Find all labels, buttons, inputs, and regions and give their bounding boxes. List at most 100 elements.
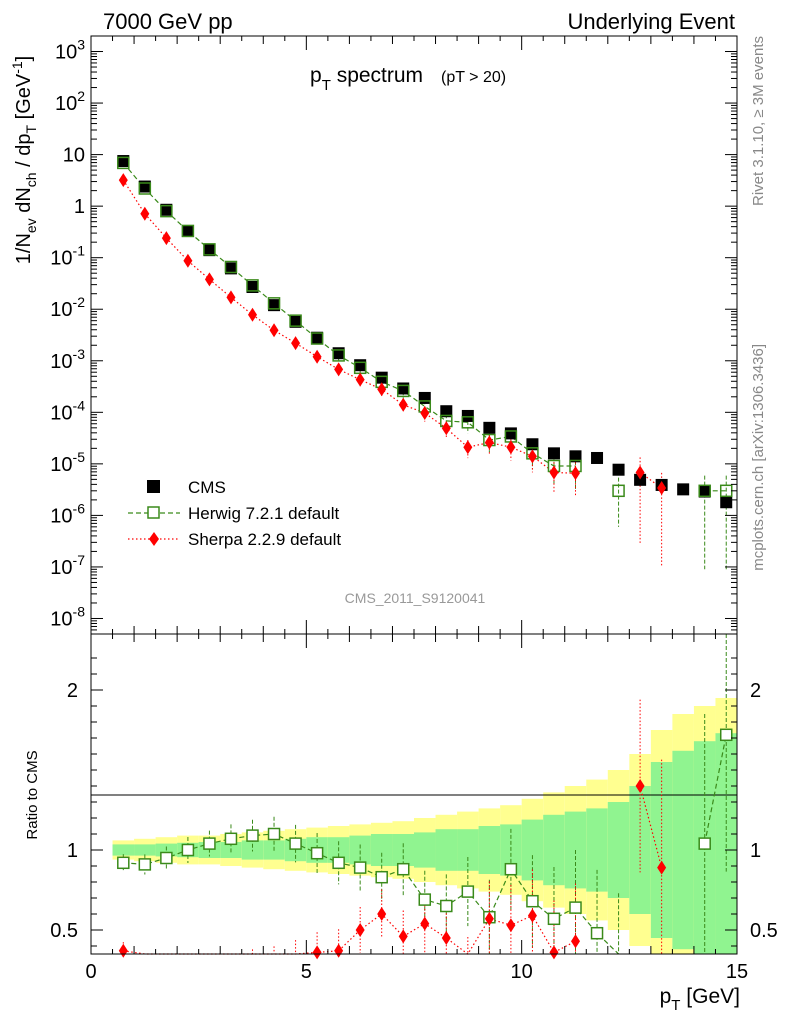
cms-point: [375, 371, 388, 384]
herwig-ratio-point: [375, 870, 388, 884]
legend: CMS Herwig 7.2.1 default Sherpa 2.2.9 de…: [128, 478, 341, 549]
sherpa-ratio-point: [549, 945, 559, 960]
sherpa-ratio-point: [398, 929, 408, 944]
herwig-ratio-line: [123, 833, 619, 955]
cms-point: [224, 262, 237, 275]
main-y-tick-label: 10-8: [50, 603, 85, 630]
main-y-tick-label: 10-4: [50, 397, 85, 424]
main-y-tick-label: 10-2: [50, 294, 85, 321]
ratio-y-tick-label-right: 2: [750, 680, 761, 702]
ratio-y-tick-label-left: 2: [67, 680, 78, 702]
sherpa-ratio-point: [635, 779, 645, 793]
sherpa-point: [312, 349, 322, 364]
sherpa-point: [226, 290, 236, 305]
ratio-ticks: [90, 634, 738, 954]
ratio-inner-band: [650, 762, 673, 938]
ratio-inner-band: [112, 844, 135, 856]
cms-point: [354, 359, 367, 372]
ratio-y-tick-label-left: 0.5: [50, 920, 78, 942]
cms-point: [504, 427, 517, 440]
ratio-y-axis-label: Ratio to CMS: [24, 750, 41, 839]
ratio-inner-band: [629, 786, 651, 914]
herwig-ratio-point: [396, 862, 410, 876]
cms-point: [246, 280, 259, 293]
x-axis-label: pT [GeV]: [660, 985, 740, 1014]
sherpa-ratio-point: [334, 943, 344, 958]
herwig-ratio-point: [569, 901, 582, 914]
cms-point: [332, 347, 345, 360]
ratio-y-tick-label-right: 0.5: [750, 920, 778, 942]
herwig-point: [181, 224, 195, 238]
herwig-ratio-point: [289, 837, 302, 850]
sherpa-point: [118, 173, 128, 188]
ratio-panel: 0.5 0.5 1 1 2 2 0 5 10 15 Ratio to CMS: [24, 633, 778, 983]
sherpa-point: [204, 272, 214, 287]
herwig-ratio-point: [504, 862, 518, 876]
ratio-inner-band: [414, 832, 436, 868]
sherpa-point: [484, 435, 494, 450]
main-y-tick-label: 103: [55, 37, 85, 64]
x-tick-label: 15: [726, 961, 748, 983]
cms-point: [612, 463, 625, 476]
cms-point: [677, 483, 690, 496]
herwig-point: [310, 332, 324, 345]
cms-point: [569, 450, 582, 463]
x-tick-label: 10: [511, 961, 533, 983]
herwig-point: [117, 156, 130, 170]
sherpa-point: [248, 307, 257, 322]
sherpa-point: [506, 440, 516, 455]
herwig-ratio-point: [418, 893, 432, 906]
herwig-point: [332, 349, 345, 362]
cms-point: [698, 485, 711, 498]
main-y-axis-label: 1/Nev dNch / dpT [GeV-1]: [9, 56, 39, 264]
ratio-inner-band: [715, 733, 737, 954]
main-panel: 10-8 10-7 10-6 10-5 10-4 10-3 10-2 10-1 1 10 102 10…: [9, 35, 738, 635]
cms-point: [289, 315, 302, 328]
cms-point: [547, 447, 560, 460]
ratio-inner-band: [478, 826, 501, 874]
main-y-tick-label: 10-3: [50, 346, 85, 373]
cms-point: [634, 473, 647, 486]
main-y-tick-label: 102: [55, 88, 85, 115]
sherpa-point: [463, 440, 473, 455]
main-y-tick-label: 10-1: [50, 243, 85, 270]
herwig-point: [612, 484, 625, 498]
herwig-point: [461, 416, 475, 429]
sherpa-point: [549, 465, 559, 480]
main-y-tick-labels: 10-8 10-7 10-6 10-5 10-4 10-3 10-2 10-1 1 10 102 10…: [50, 37, 85, 631]
ratio-y-tick-label-right: 1: [750, 840, 761, 862]
herwig-ratio-point: [461, 885, 475, 898]
sherpa-point: [441, 421, 451, 436]
cms-point: [160, 203, 173, 216]
plot-title-cut: (pT > 20): [441, 69, 506, 86]
sherpa-point: [571, 466, 580, 481]
rivet-version-label: Rivet 3.1.10, ≥ 3M events: [750, 36, 767, 206]
header-right-title: Underlying Event: [567, 9, 735, 34]
sherpa-point: [657, 481, 667, 496]
herwig-ratio-point: [332, 856, 345, 870]
sherpa-point: [398, 397, 408, 412]
sherpa-point: [334, 362, 344, 377]
herwig-ratio-point: [353, 861, 367, 874]
sherpa-ratio-point: [312, 945, 322, 960]
herwig-ratio-line: [704, 734, 727, 844]
herwig-ratio-point: [117, 856, 130, 870]
ratio-inner-band: [457, 829, 479, 871]
herwig-ratio-point: [719, 728, 733, 742]
cms-point: [720, 496, 733, 509]
ratio-inner-band: [607, 802, 630, 898]
sherpa-ratio-point: [355, 923, 365, 937]
ratio-inner-band: [370, 834, 393, 866]
sherpa-point: [140, 206, 150, 221]
herwig-ratio-point: [440, 899, 453, 913]
ratio-series-layer: [117, 634, 733, 960]
herwig-point: [203, 243, 216, 256]
sherpa-ratio-point: [441, 931, 451, 945]
sherpa-point: [377, 382, 387, 397]
sherpa-ratio-point: [527, 908, 537, 923]
cms-point: [461, 409, 474, 422]
herwig-ratio-point: [203, 837, 216, 850]
cms-point: [311, 331, 324, 344]
cms-point: [203, 244, 216, 257]
